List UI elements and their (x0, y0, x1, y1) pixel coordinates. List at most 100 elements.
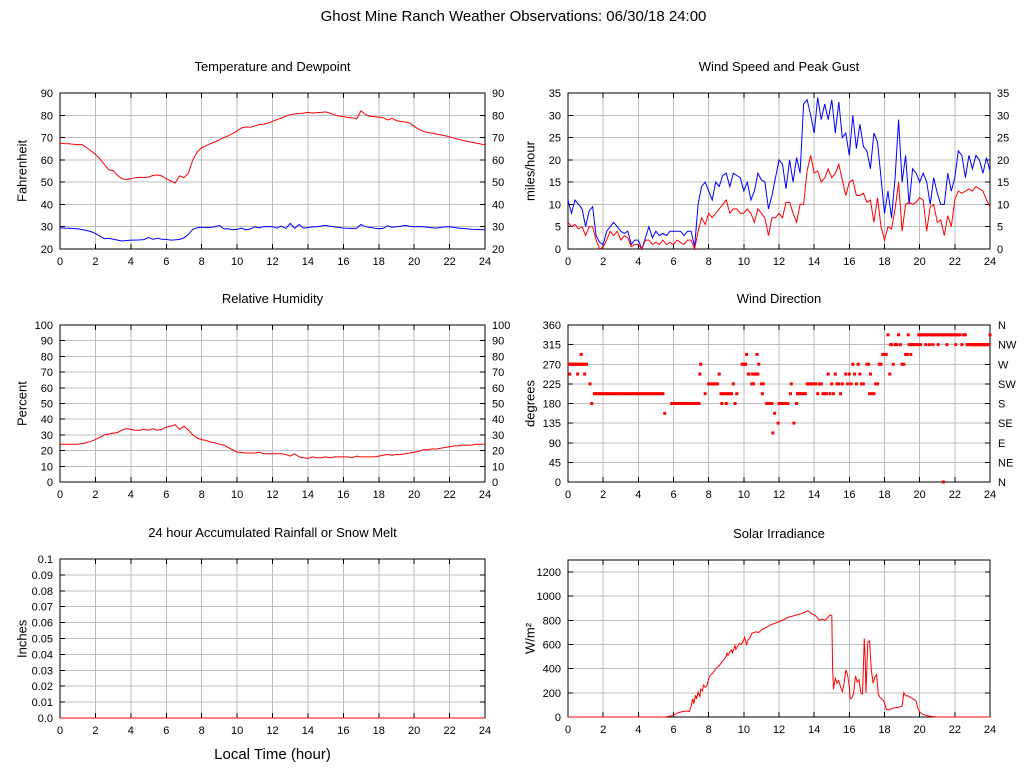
svg-text:22: 22 (443, 725, 455, 737)
svg-text:16: 16 (337, 256, 349, 268)
svg-text:200: 200 (543, 688, 561, 700)
svg-text:NE: NE (998, 457, 1013, 469)
svg-text:24: 24 (984, 256, 996, 268)
svg-text:0.07: 0.07 (32, 602, 53, 614)
svg-text:800: 800 (543, 615, 561, 627)
svg-text:0: 0 (555, 244, 561, 256)
svg-text:70: 70 (41, 133, 53, 145)
svg-text:0: 0 (47, 477, 53, 489)
svg-text:16: 16 (843, 724, 855, 736)
svg-text:4: 4 (635, 256, 641, 268)
svg-text:14: 14 (808, 489, 820, 501)
svg-text:18: 18 (373, 489, 385, 501)
svg-text:6: 6 (163, 725, 169, 737)
svg-text:S: S (998, 399, 1005, 411)
svg-text:16: 16 (843, 256, 855, 268)
svg-text:SE: SE (998, 418, 1013, 430)
svg-text:0.06: 0.06 (32, 618, 53, 630)
svg-text:2: 2 (92, 489, 98, 501)
svg-text:4: 4 (635, 489, 641, 501)
x-axis-label: Local Time (hour) (214, 746, 331, 763)
svg-text:14: 14 (808, 256, 820, 268)
svg-text:20: 20 (914, 256, 926, 268)
page-title: Ghost Mine Ranch Weather Observations: 0… (320, 8, 707, 25)
svg-text:315: 315 (543, 340, 561, 352)
chart-title: Solar Irradiance (733, 526, 825, 541)
svg-text:30: 30 (997, 110, 1009, 122)
svg-text:20: 20 (408, 256, 420, 268)
svg-text:20: 20 (549, 155, 561, 167)
svg-text:80: 80 (492, 351, 504, 363)
svg-text:16: 16 (843, 489, 855, 501)
svg-text:0.04: 0.04 (32, 649, 53, 661)
svg-text:60: 60 (492, 383, 504, 395)
svg-text:225: 225 (543, 379, 561, 391)
svg-text:12: 12 (266, 256, 278, 268)
svg-text:1200: 1200 (537, 567, 561, 579)
svg-text:6: 6 (163, 256, 169, 268)
svg-text:0: 0 (997, 244, 1003, 256)
svg-text:2: 2 (92, 725, 98, 737)
svg-text:0: 0 (565, 489, 571, 501)
svg-text:270: 270 (543, 359, 561, 371)
svg-text:6: 6 (670, 256, 676, 268)
svg-text:22: 22 (443, 489, 455, 501)
svg-text:0.09: 0.09 (32, 570, 53, 582)
svg-text:12: 12 (266, 489, 278, 501)
svg-text:35: 35 (997, 88, 1009, 100)
svg-text:40: 40 (41, 414, 53, 426)
svg-text:30: 30 (492, 222, 504, 234)
svg-text:12: 12 (773, 489, 785, 501)
svg-text:16: 16 (337, 489, 349, 501)
svg-text:SW: SW (998, 379, 1016, 391)
svg-text:20: 20 (408, 489, 420, 501)
svg-text:24: 24 (479, 256, 491, 268)
svg-text:40: 40 (492, 414, 504, 426)
svg-text:20: 20 (408, 725, 420, 737)
svg-text:22: 22 (949, 724, 961, 736)
svg-text:0.0: 0.0 (38, 713, 53, 725)
chart-title: Wind Direction (736, 291, 822, 306)
svg-text:14: 14 (808, 724, 820, 736)
svg-text:24: 24 (479, 725, 491, 737)
svg-text:10: 10 (231, 489, 243, 501)
svg-text:14: 14 (302, 489, 314, 501)
svg-text:0: 0 (57, 256, 63, 268)
svg-text:18: 18 (373, 256, 385, 268)
svg-text:2: 2 (600, 489, 606, 501)
svg-text:70: 70 (492, 367, 504, 379)
svg-text:2: 2 (600, 724, 606, 736)
svg-text:24: 24 (479, 489, 491, 501)
svg-text:600: 600 (543, 640, 561, 652)
chart-panel-rainfall: 24 hour Accumulated Rainfall or Snow Mel… (12, 523, 527, 768)
chart-panel-relative-humidity: Relative Humidity Percent 0 2 4 6 8 10 12 14 16 1… (12, 289, 527, 532)
svg-text:0: 0 (565, 256, 571, 268)
svg-text:10: 10 (41, 461, 53, 473)
svg-text:0: 0 (555, 712, 561, 724)
svg-text:20: 20 (41, 244, 53, 256)
svg-text:50: 50 (492, 399, 504, 411)
chart-panel-solar-irradiance: Solar Irradiance W/m² 0 2 4 6 8 10 12 14 16 18 20 2… (520, 524, 1027, 767)
svg-text:50: 50 (492, 177, 504, 189)
svg-text:40: 40 (492, 199, 504, 211)
svg-text:70: 70 (41, 367, 53, 379)
svg-text:20: 20 (997, 155, 1009, 167)
svg-text:20: 20 (41, 446, 53, 458)
svg-text:100: 100 (35, 320, 53, 332)
svg-text:400: 400 (543, 664, 561, 676)
svg-text:8: 8 (706, 256, 712, 268)
svg-text:24: 24 (984, 724, 996, 736)
svg-text:80: 80 (41, 351, 53, 363)
svg-text:0.1: 0.1 (38, 554, 53, 566)
chart-title: 24 hour Accumulated Rainfall or Snow Mel… (148, 525, 397, 540)
svg-text:8: 8 (706, 724, 712, 736)
svg-text:60: 60 (41, 155, 53, 167)
svg-text:10: 10 (549, 199, 561, 211)
svg-text:10: 10 (738, 724, 750, 736)
svg-text:6: 6 (163, 489, 169, 501)
svg-text:10: 10 (231, 256, 243, 268)
svg-text:E: E (998, 438, 1005, 450)
